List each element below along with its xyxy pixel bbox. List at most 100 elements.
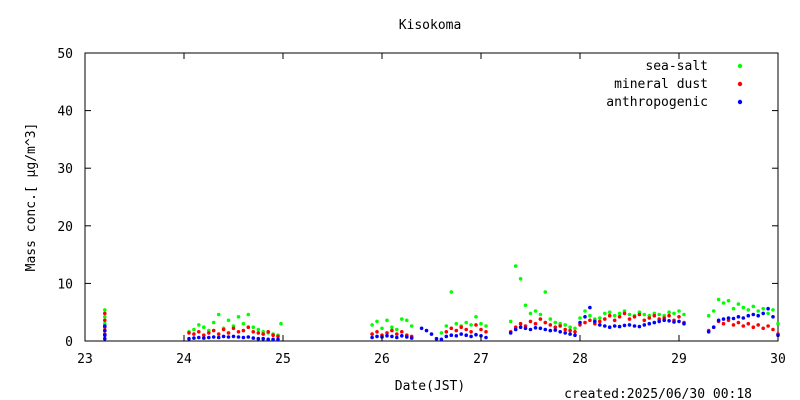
data-point bbox=[603, 324, 607, 328]
data-point bbox=[761, 306, 765, 311]
data-point bbox=[731, 306, 736, 311]
data-point bbox=[251, 325, 256, 330]
data-point bbox=[261, 332, 266, 336]
data-point bbox=[211, 335, 216, 339]
data-point bbox=[632, 324, 637, 328]
data-point bbox=[103, 333, 107, 338]
data-point bbox=[583, 320, 587, 325]
data-point bbox=[187, 331, 191, 335]
data-point bbox=[682, 312, 686, 317]
data-point bbox=[528, 319, 533, 324]
data-point bbox=[469, 334, 473, 339]
data-point bbox=[419, 326, 424, 331]
data-point bbox=[192, 336, 196, 340]
y-tick-label: 0 bbox=[65, 335, 73, 350]
data-point bbox=[266, 337, 271, 342]
data-point bbox=[424, 328, 429, 333]
data-point bbox=[548, 328, 553, 333]
data-point bbox=[508, 319, 513, 324]
data-point bbox=[647, 316, 652, 320]
data-point bbox=[444, 334, 449, 339]
data-point bbox=[583, 315, 587, 319]
data-point bbox=[103, 311, 107, 316]
data-point bbox=[449, 333, 454, 338]
data-point bbox=[474, 315, 478, 319]
data-point bbox=[711, 309, 716, 313]
data-point bbox=[271, 333, 275, 338]
data-point bbox=[246, 312, 251, 317]
data-point bbox=[716, 297, 721, 302]
data-point bbox=[756, 323, 760, 327]
data-point bbox=[553, 325, 558, 330]
data-point bbox=[766, 306, 770, 311]
data-point bbox=[548, 317, 553, 321]
data-point bbox=[400, 334, 404, 338]
data-point bbox=[464, 320, 469, 325]
data-point bbox=[672, 311, 676, 316]
data-point bbox=[751, 304, 756, 309]
data-point bbox=[469, 330, 473, 334]
data-point bbox=[523, 326, 528, 331]
data-point bbox=[627, 323, 632, 327]
x-tick-label: 24 bbox=[176, 352, 192, 367]
data-point bbox=[256, 336, 261, 341]
data-point bbox=[385, 318, 389, 323]
created-timestamp: created:2025/06/30 00:18 bbox=[564, 387, 752, 400]
data-point bbox=[667, 313, 671, 318]
data-point bbox=[677, 309, 681, 313]
data-point bbox=[207, 331, 211, 335]
data-point bbox=[578, 316, 582, 320]
data-point bbox=[370, 335, 374, 340]
data-point bbox=[271, 337, 275, 342]
data-point bbox=[370, 323, 374, 327]
data-point bbox=[251, 330, 256, 334]
y-tick-label: 30 bbox=[57, 162, 73, 177]
data-point bbox=[385, 334, 389, 338]
legend-label: mineral dust bbox=[614, 77, 708, 92]
data-point bbox=[226, 335, 231, 339]
data-point bbox=[479, 327, 483, 332]
data-point bbox=[706, 330, 711, 334]
data-point bbox=[207, 335, 211, 340]
data-point bbox=[103, 336, 107, 341]
data-point bbox=[538, 317, 543, 321]
data-point bbox=[578, 320, 582, 325]
data-point bbox=[548, 323, 553, 327]
data-point bbox=[211, 328, 216, 333]
data-point bbox=[279, 321, 283, 326]
data-point bbox=[667, 310, 671, 315]
data-point bbox=[409, 324, 414, 328]
data-point bbox=[226, 331, 231, 335]
data-point bbox=[236, 330, 241, 334]
data-point bbox=[583, 309, 587, 313]
data-point bbox=[266, 330, 271, 334]
x-tick-label: 28 bbox=[572, 352, 588, 367]
data-point bbox=[444, 330, 449, 334]
data-point bbox=[766, 311, 770, 316]
data-point bbox=[469, 323, 473, 327]
data-point bbox=[721, 317, 726, 321]
data-point bbox=[652, 320, 657, 325]
data-point bbox=[607, 310, 612, 315]
data-point bbox=[706, 313, 711, 318]
data-point bbox=[385, 331, 389, 335]
data-point bbox=[736, 315, 741, 319]
data-point bbox=[395, 332, 399, 336]
data-point bbox=[647, 321, 652, 326]
x-tick-label: 26 bbox=[374, 352, 390, 367]
data-point bbox=[662, 318, 666, 323]
legend-marker bbox=[737, 99, 743, 105]
data-point bbox=[533, 309, 538, 313]
data-point bbox=[231, 326, 236, 331]
data-point bbox=[642, 323, 647, 327]
data-point bbox=[617, 324, 622, 329]
data-point bbox=[231, 334, 236, 339]
data-point bbox=[405, 318, 409, 323]
data-point bbox=[538, 312, 543, 317]
data-point bbox=[211, 320, 216, 325]
y-axis-label: Mass conc.[ μg/m^3] bbox=[24, 123, 39, 272]
data-point bbox=[226, 318, 231, 323]
data-point bbox=[444, 324, 449, 328]
data-point bbox=[449, 290, 454, 294]
data-point bbox=[246, 335, 251, 339]
